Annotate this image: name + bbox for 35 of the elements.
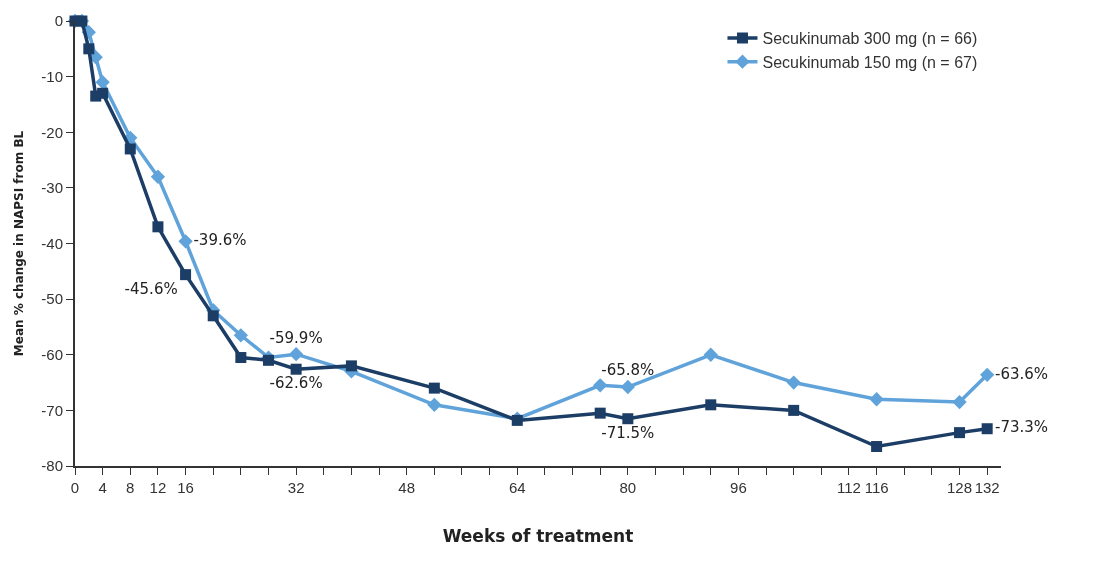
x-tick-label: 12 — [149, 479, 167, 496]
x-tick-label: 128 — [947, 479, 973, 496]
x-axis-title: Weeks of treatment — [442, 525, 634, 546]
x-tick-label: 80 — [619, 479, 637, 496]
y-tick-label: -10 — [41, 67, 63, 85]
x-tick-label: 112 — [837, 479, 861, 496]
data-label: -62.6% — [269, 374, 323, 393]
x-tick-label: 132 — [974, 479, 1000, 496]
y-tick-label: -30 — [41, 179, 63, 197]
x-tick-label: 64 — [508, 479, 526, 496]
y-tick-label: -50 — [41, 290, 63, 308]
y-tick-label: 0 — [54, 12, 63, 30]
x-tick-label: 0 — [70, 479, 80, 496]
x-tick-label: 116 — [864, 479, 889, 496]
legend-label: Secukinumab 150 mg (n = 67) — [762, 53, 978, 71]
y-tick-label: -20 — [41, 123, 63, 141]
x-tick-label: 32 — [287, 479, 305, 496]
x-tick-label: 96 — [730, 479, 747, 496]
data-label: -59.9% — [269, 328, 323, 347]
y-tick-label: -70 — [41, 401, 63, 419]
legend-label: Secukinumab 300 mg (n = 66) — [762, 30, 978, 48]
y-tick-label: -60 — [41, 346, 63, 363]
data-label: -39.6% — [193, 231, 247, 250]
x-tick-label: 4 — [98, 479, 107, 496]
data-label: -73.3% — [995, 418, 1049, 437]
data-label: -65.8% — [601, 361, 655, 380]
data-label: -45.6% — [124, 279, 178, 298]
x-tick-label: 8 — [126, 479, 135, 496]
x-tick-label: 48 — [398, 479, 416, 496]
y-axis-title: Mean % change in NAPSI from BL — [12, 130, 27, 357]
x-tick-label: 16 — [177, 479, 194, 496]
y-tick-label: -80 — [41, 457, 63, 475]
y-tick-label: -40 — [41, 234, 63, 252]
data-label: -71.5% — [601, 423, 655, 442]
data-label: -63.6% — [995, 364, 1049, 383]
